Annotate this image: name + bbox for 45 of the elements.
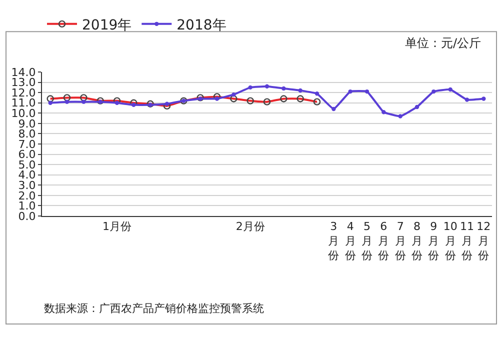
point [232,92,236,97]
point [448,87,452,92]
point [432,89,436,94]
x-tick-label: 11月份 [460,220,474,262]
legend-label: 2018年 [176,17,226,34]
x-tick-label: 9月份 [428,220,440,262]
point [348,89,352,94]
point [464,98,470,102]
point [382,110,386,114]
y-tick-label: 14.0 [11,66,36,79]
x-tick-label: 12月份 [476,220,491,262]
point [264,84,270,88]
text: 单位：元/公斤 [405,36,482,50]
y-tick-label: 2.0 [18,189,36,202]
point [398,114,402,118]
x-tick-label: 5月份 [362,220,372,262]
point [248,85,252,90]
y-tick-label: 9.0 [18,117,36,130]
point [198,96,202,101]
source-note: 数据来源：广西农产品产销价格监控预警系统 [44,302,264,315]
point [298,88,302,93]
point [314,92,320,96]
x-tick-label: 10月份 [443,220,458,262]
x-tick-label: 6月份 [378,220,390,262]
point [414,104,420,110]
point [482,96,486,101]
legend-label: 2019年 [82,17,132,34]
point [332,106,336,112]
x-tick-label: 8月份 [412,220,422,262]
point [282,86,286,91]
point [148,102,152,108]
point [164,102,170,106]
point [214,96,220,101]
point [98,100,102,104]
point [64,100,70,104]
point [48,100,52,105]
x-tick-label: 3月份 [328,220,340,262]
point [132,102,136,108]
x-tick-label: 4月份 [344,220,356,262]
x-tick-label: 1月份 [102,220,132,234]
point [364,89,370,94]
point [114,100,120,105]
x-tick-label: 2月份 [236,220,265,234]
point [82,100,86,104]
x-tick-label: 7月份 [394,220,406,262]
